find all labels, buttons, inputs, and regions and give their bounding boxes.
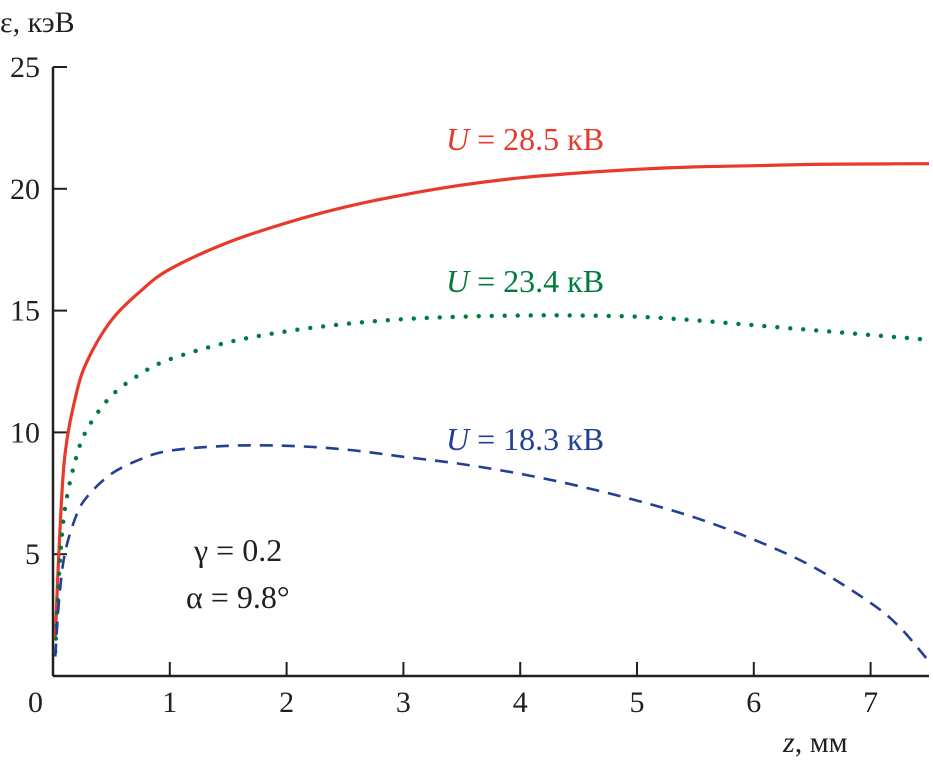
x-tick-label: 1 bbox=[162, 686, 177, 719]
x-tick-label: 4 bbox=[513, 686, 528, 719]
x-tick-label: 2 bbox=[279, 686, 294, 719]
series-line-0 bbox=[53, 162, 930, 640]
series-label-23-4: U = 23.4 кВ bbox=[446, 263, 604, 299]
y-tick-label: 15 bbox=[10, 295, 40, 328]
y-axis-label: ε, кэВ bbox=[0, 6, 75, 39]
y-tick-label: 20 bbox=[10, 173, 40, 206]
x-axis-var: z bbox=[782, 726, 795, 759]
series-line-2 bbox=[54, 443, 930, 663]
y-tick-label: 5 bbox=[25, 538, 40, 571]
x-tick-label: 0 bbox=[28, 686, 43, 719]
y-tick-label: 10 bbox=[10, 416, 40, 449]
series-label-28-5: U = 28.5 кВ bbox=[446, 121, 604, 157]
ticks: 0 1 2 3 4 5 6 7 5 10 15 20 25 bbox=[10, 51, 878, 719]
series-lines bbox=[53, 162, 932, 663]
x-axis-unit: , мм bbox=[795, 726, 848, 759]
series-labels: U = 28.5 кВ U = 23.4 кВ U = 18.3 кВ bbox=[446, 121, 604, 457]
axes bbox=[51, 67, 929, 678]
y-tick-label: 25 bbox=[10, 51, 40, 84]
x-tick-label: 6 bbox=[746, 686, 761, 719]
series-label-18-3: U = 18.3 кВ bbox=[446, 421, 604, 457]
annotation-alpha: α = 9.8° bbox=[186, 579, 290, 615]
x-tick-label: 7 bbox=[863, 686, 878, 719]
annotation-gamma: γ = 0.2 bbox=[193, 532, 282, 568]
x-axis-label: z, мм bbox=[782, 726, 848, 759]
x-tick-label: 5 bbox=[630, 686, 645, 719]
x-tick-label: 3 bbox=[396, 686, 411, 719]
